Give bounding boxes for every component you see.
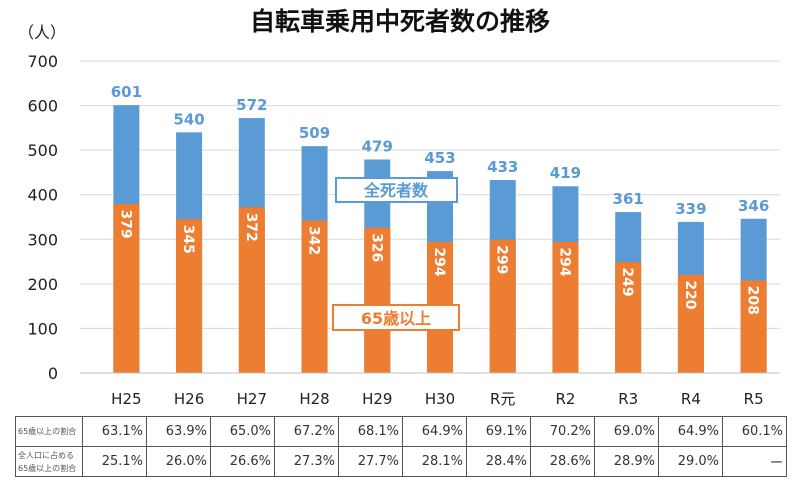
data-label-total: 361 — [613, 190, 644, 208]
table-cell: 67.2% — [274, 416, 339, 447]
table-cell: 28.4% — [466, 446, 531, 477]
data-label-total: 601 — [111, 83, 142, 101]
table-cell: 63.1% — [82, 416, 147, 447]
row-label-line: 全人口に占める — [18, 450, 74, 460]
data-label-65-plus: 372 — [243, 213, 259, 242]
data-label-65-plus: 379 — [117, 209, 133, 238]
bar-65-plus — [489, 239, 516, 373]
legend-box-65-plus — [332, 304, 460, 331]
data-label-total: 479 — [362, 138, 393, 156]
table-cell: 63.9% — [146, 416, 211, 447]
bar-65-plus — [113, 204, 140, 373]
x-tick-label: H29 — [362, 390, 392, 408]
data-label-total: 433 — [487, 158, 518, 176]
y-tick-label: 400 — [27, 186, 58, 205]
table-cell: 60.1% — [722, 416, 787, 447]
x-tick-label: H27 — [237, 390, 267, 408]
data-label-total: 419 — [550, 164, 581, 182]
table-cell: 27.3% — [274, 446, 339, 477]
x-tick-label: H28 — [299, 390, 329, 408]
x-tick-label: R4 — [681, 390, 701, 408]
row-label-line: 65歳以上の割合 — [18, 463, 77, 473]
table-cell: 65.0% — [210, 416, 275, 447]
x-tick-label: R元 — [490, 390, 515, 408]
table-cell: 64.9% — [658, 416, 723, 447]
table-cell: 64.9% — [402, 416, 467, 447]
table-cell: 25.1% — [82, 446, 147, 477]
x-tick-label: H25 — [111, 390, 141, 408]
data-label-total: 339 — [675, 200, 706, 218]
legend-box-total — [335, 177, 458, 203]
table-row: 65歳以上の割合 63.1% 63.9% 65.0% 67.2% 68.1% 64.9% 6… — [15, 416, 787, 447]
data-label-65-plus: 249 — [619, 267, 635, 296]
data-label-65-plus: 208 — [745, 286, 761, 315]
data-label-total: 346 — [738, 197, 769, 215]
table-cell: 68.1% — [338, 416, 403, 447]
x-tick-label: H30 — [425, 390, 455, 408]
bar-65-plus — [238, 207, 265, 373]
bar-65-plus — [677, 274, 704, 373]
row-label: 65歳以上の割合 — [15, 416, 83, 447]
data-label-65-plus: 220 — [682, 280, 698, 309]
bar-65-plus — [552, 241, 579, 373]
data-label-total: 453 — [424, 149, 455, 167]
legend-label-total: 全死者数 — [363, 181, 429, 200]
data-label-total: 572 — [236, 96, 267, 114]
y-axis-unit-label: （人） — [18, 23, 66, 42]
bar-65-plus — [740, 280, 767, 373]
table-cell: 28.1% — [402, 446, 467, 477]
table-cell: 27.7% — [338, 446, 403, 477]
y-tick-label: 500 — [27, 141, 58, 160]
table-cell: 69.1% — [466, 416, 531, 447]
table-row: 全人口に占める 65歳以上の割合 25.1% 26.0% 26.6% 27.3% 27.7… — [15, 446, 787, 477]
y-tick-label: 0 — [48, 364, 58, 383]
table-cell: 26.6% — [210, 446, 275, 477]
table-cell: 28.9% — [594, 446, 659, 477]
bar-65-plus — [301, 220, 328, 373]
data-label-65-plus: 294 — [431, 247, 447, 276]
table-cell: 69.0% — [594, 416, 659, 447]
data-label-total: 509 — [299, 124, 330, 142]
y-tick-label: 600 — [27, 97, 58, 116]
y-tick-label: 200 — [27, 275, 58, 294]
x-tick-label: R3 — [618, 390, 638, 408]
x-tick-label: R5 — [744, 390, 764, 408]
ratio-table: 65歳以上の割合 63.1% 63.9% 65.0% 67.2% 68.1% 64.9% 6… — [15, 416, 787, 477]
bar-65-plus — [615, 262, 642, 373]
bar-65-plus — [364, 227, 391, 373]
legend-label-65-plus: 65歳以上 — [361, 309, 431, 328]
data-label-65-plus: 299 — [494, 245, 510, 274]
data-label-65-plus: 345 — [180, 225, 196, 254]
table-cell: 26.0% — [146, 446, 211, 477]
bar-65-plus — [176, 219, 203, 373]
row-label: 全人口に占める 65歳以上の割合 — [15, 446, 83, 477]
table-cell: 29.0% — [658, 446, 723, 477]
table-cell: ー — [722, 446, 787, 477]
y-tick-label: 700 — [27, 52, 58, 71]
data-label-65-plus: 294 — [556, 247, 572, 276]
chart-title: 自転車乗用中死者数の推移 — [249, 7, 550, 36]
y-tick-label: 100 — [27, 319, 58, 338]
data-label-total: 540 — [173, 110, 204, 128]
x-tick-label: R2 — [555, 390, 575, 408]
x-tick-label: H26 — [174, 390, 204, 408]
data-label-65-plus: 342 — [306, 226, 322, 255]
y-tick-label: 300 — [27, 230, 58, 249]
table-cell: 28.6% — [530, 446, 595, 477]
table-cell: 70.2% — [530, 416, 595, 447]
data-label-65-plus: 326 — [368, 233, 384, 262]
bar-chart: （人） 0 100 200 300 400 500 600 700 601 379 H25 540 345… — [18, 23, 780, 408]
